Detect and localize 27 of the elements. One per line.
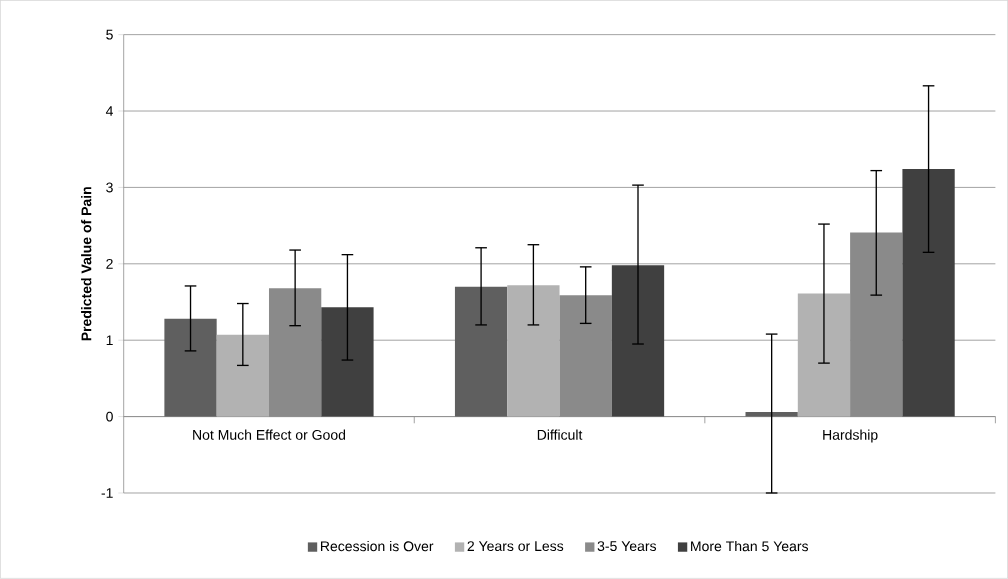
x-tick-label: Hardship [823,429,878,443]
bar [216,335,269,417]
bar [611,265,665,417]
bar [850,232,903,417]
legend-label: 2 Years or Less [467,541,564,552]
bar [454,286,508,417]
y-tick-label: 4 [105,106,113,117]
y-tick-label: 1 [106,335,113,346]
y-tick-label: 0 [106,411,113,422]
bar [164,318,217,417]
x-tick-label: Difficult [537,429,583,441]
bar [559,295,612,417]
legend-label: 3-5 Years [597,541,657,552]
y-tick-label: -1 [101,488,113,498]
y-tick-label: 3 [106,182,113,193]
legend-label: Recession is Over [321,541,434,552]
bar [268,288,322,417]
y-tick-label: 5 [106,29,113,40]
bar [507,285,560,417]
bar [745,412,798,417]
legend-label: More Than 5 Years [691,541,809,552]
bar [797,293,851,417]
y-axis-title: Predicted Value of Pain [81,187,92,341]
bar [902,169,955,417]
bar [321,307,374,417]
x-tick-label: Not Much Effect or Good [193,429,346,441]
y-tick-label: 2 [106,259,113,269]
